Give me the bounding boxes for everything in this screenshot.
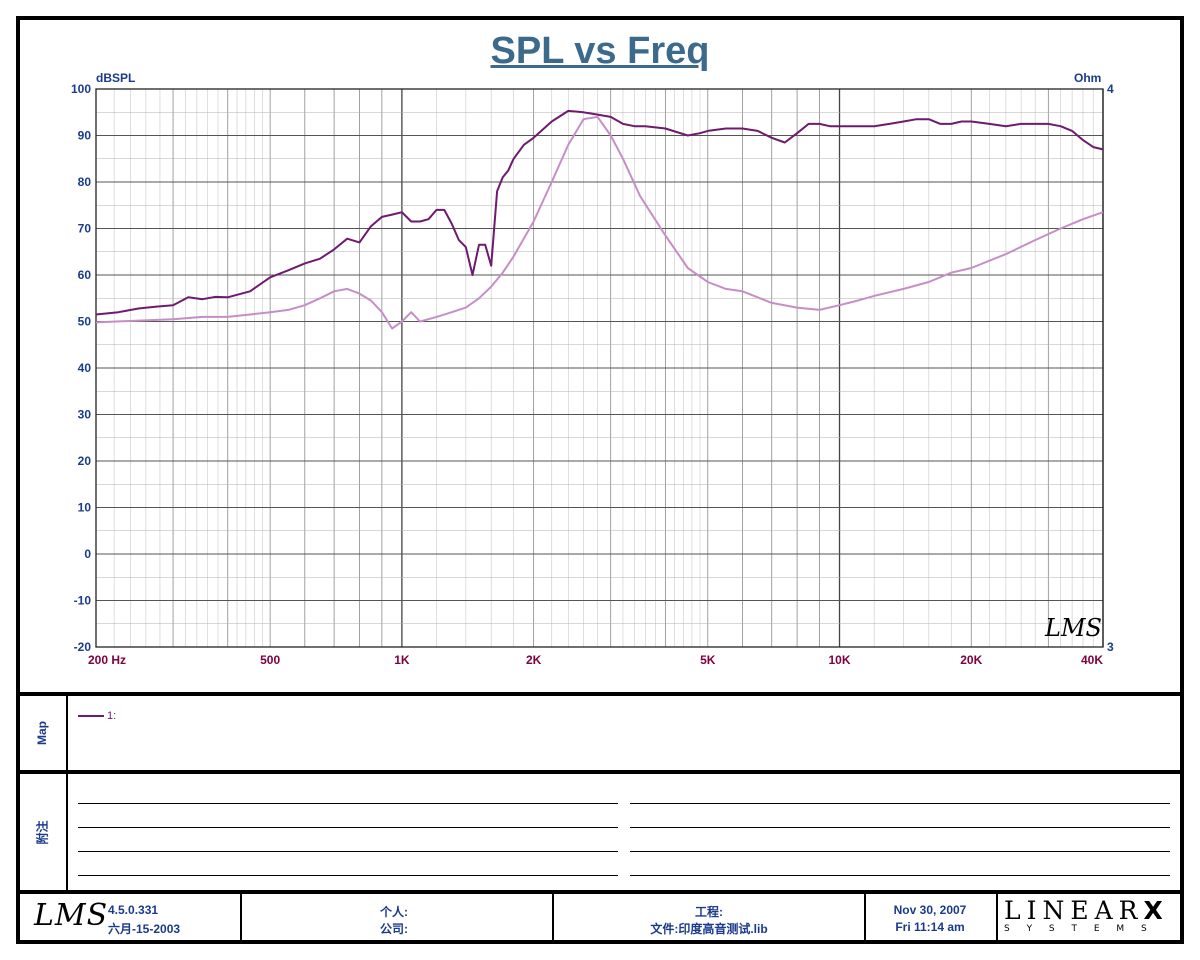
note-line [78, 875, 618, 876]
y-tick-label-left: 10 [78, 501, 92, 515]
y-tick-label-left: 40 [78, 361, 92, 375]
version-text: 4.5.0.331 [108, 903, 159, 917]
x-tick-label: 20K [960, 653, 982, 667]
y-tick-label-left: 60 [78, 268, 92, 282]
chart-title: SPL vs Freq [490, 30, 710, 72]
plot-border [95, 88, 1104, 648]
x-tick-labels: 200 Hz 500 1K 2K 5K 10K 20K 40K [88, 653, 1103, 667]
report-frame [16, 16, 1184, 944]
x-tick-label: 500 [260, 653, 280, 667]
brand-text: LINEAR [1004, 896, 1144, 925]
notes-label: 附注 [35, 820, 50, 845]
file-label: 文件:印度高音测试.lib [650, 922, 768, 936]
y-tick-label-left: 0 [84, 547, 91, 561]
note-line [630, 803, 1170, 804]
lms-watermark: LMS [1044, 614, 1102, 642]
divider-notes-footer [16, 890, 1184, 894]
y-tick-label-left: 80 [78, 175, 92, 189]
time-text: Fri 11:14 am [895, 920, 965, 934]
map-label: Map [35, 721, 49, 745]
note-line [630, 851, 1170, 852]
note-line [630, 827, 1170, 828]
chart-grid [95, 88, 1104, 648]
series-line-1 [95, 109, 1104, 316]
series-lines [95, 109, 1104, 330]
x-tick-label: 5K [700, 653, 716, 667]
footer-divider-1 [240, 894, 242, 940]
x-tick-label: 10K [829, 653, 851, 667]
y-tick-label-left: 50 [78, 315, 92, 329]
lms-logo: LMS [34, 898, 109, 933]
y-tick-label-left: -10 [74, 594, 92, 608]
brand-x: X [1143, 896, 1163, 925]
company-label: 公司: [380, 922, 408, 936]
x-tick-label: 2K [526, 653, 542, 667]
y-tick-label-left: 100 [71, 82, 91, 96]
divider-chart-map [16, 692, 1184, 696]
footer-divider-3 [864, 894, 866, 940]
note-line [630, 875, 1170, 876]
date-text: Nov 30, 2007 [893, 903, 967, 917]
series-line-2 [95, 115, 1104, 330]
y-tick-label-left: 70 [78, 222, 92, 236]
note-line [78, 851, 618, 852]
x-tick-label: 1K [394, 653, 410, 667]
note-line [78, 827, 618, 828]
note-line [78, 803, 618, 804]
spl-chart: 200 Hz 500 1K 2K 5K 10K 20K 40K 100908070605040… [71, 71, 1114, 667]
y-tick-label-left: 20 [78, 454, 92, 468]
x-tick-label: 40K [1081, 653, 1103, 667]
project-label: 工程: [695, 905, 723, 919]
y-tick-label-right: 4 [1107, 82, 1114, 96]
y-axis-label-left: dBSPL [96, 71, 135, 85]
legend-item: 1: [78, 710, 116, 722]
build-date-text: 六月-15-2003 [108, 922, 181, 936]
brand-subtext: S Y S T E M S [1004, 924, 1154, 934]
person-label: 个人: [380, 905, 408, 919]
linearx-logo: LINEARX S Y S T E M S [1004, 896, 1174, 935]
divider-map-notes [16, 770, 1184, 774]
legend-swatch [78, 715, 104, 717]
y-tick-label-left: 30 [78, 408, 92, 422]
notes-divider [66, 774, 68, 890]
y-tick-label-right: 3 [1107, 640, 1114, 654]
footer-divider-2 [552, 894, 554, 940]
footer-divider-4 [996, 894, 998, 940]
y-axis-label-right: Ohm [1074, 71, 1101, 85]
map-divider [66, 696, 68, 770]
y-tick-label-left: 90 [78, 129, 92, 143]
legend-label: 1: [107, 710, 117, 722]
x-tick-label: 200 Hz [88, 653, 126, 667]
y-tick-label-left: -20 [74, 640, 92, 654]
